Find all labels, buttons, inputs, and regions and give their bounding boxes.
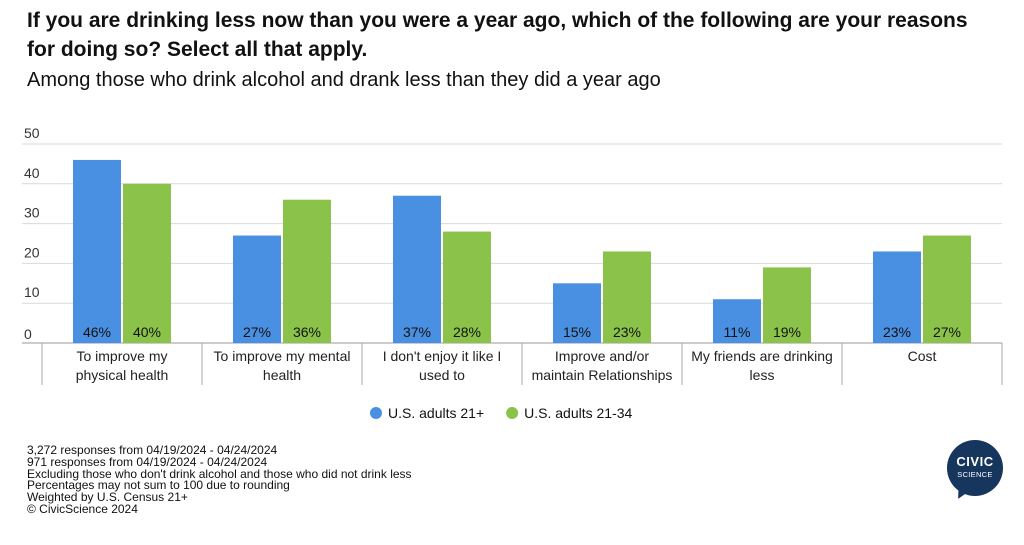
- y-tick-label: 30: [24, 205, 40, 221]
- legend-label: U.S. adults 21+: [388, 405, 484, 421]
- x-tick-label: physical health: [76, 367, 169, 383]
- legend-marker: [506, 407, 519, 419]
- data-label: 11%: [724, 324, 751, 340]
- x-tick-label: less: [750, 367, 775, 383]
- data-label: 15%: [563, 324, 591, 340]
- x-tick-label: To improve my: [76, 348, 167, 364]
- data-label: 23%: [613, 324, 641, 340]
- chart-subtitle: Among those who drink alcohol and drank …: [27, 69, 661, 91]
- x-tick-label: health: [263, 367, 301, 383]
- data-label: 23%: [883, 324, 911, 340]
- logo-text-science: SCIENCE: [957, 470, 993, 479]
- footnotes: 3,272 responses from 04/19/2024 - 04/24/…: [27, 443, 412, 516]
- y-tick-label: 20: [24, 244, 40, 260]
- bar-chart: 0 10 20 30 40 50 46% 40% To improve my physical h…: [22, 125, 1003, 421]
- data-label: 19%: [773, 324, 801, 340]
- x-tick-label: maintain Relationships: [532, 367, 673, 383]
- x-tick-label: Cost: [908, 348, 937, 364]
- data-label: 27%: [243, 324, 271, 340]
- data-label: 40%: [133, 324, 161, 340]
- civicscience-logo: CIVIC SCIENCE: [947, 440, 1003, 503]
- bar: [283, 199, 331, 343]
- footnote-line: 971 responses from 04/19/2024 - 04/24/20…: [27, 454, 268, 469]
- x-tick-label: My friends are drinking: [691, 348, 833, 364]
- bar: [443, 231, 491, 343]
- y-tick-label: 50: [24, 125, 40, 141]
- bar: [923, 235, 971, 343]
- bar: [233, 235, 281, 343]
- bar: [763, 267, 811, 343]
- footnote-line: Excluding those who don't drink alcohol …: [27, 466, 412, 481]
- x-tick-label: I don't enjoy it like I: [383, 348, 502, 364]
- bar: [393, 195, 441, 343]
- footnote-line: Percentages may not sum to 100 due to ro…: [27, 478, 290, 493]
- bar: [603, 251, 651, 343]
- data-label: 37%: [403, 324, 431, 340]
- bar: [73, 159, 121, 343]
- bar: [713, 299, 761, 343]
- x-tick-label: used to: [419, 367, 465, 383]
- footnote-line: 3,272 responses from 04/19/2024 - 04/24/…: [27, 443, 278, 457]
- chart-title: If you are drinking less now than you we…: [27, 9, 968, 61]
- y-tick-label: 10: [24, 284, 40, 300]
- logo-text-civic: CIVIC: [956, 454, 994, 469]
- data-label: 28%: [453, 324, 481, 340]
- footnote-line: Weighted by U.S. Census 21+: [27, 490, 188, 505]
- bar: [123, 183, 171, 343]
- legend-marker: [370, 407, 382, 419]
- data-label: 36%: [293, 324, 321, 340]
- footnote-line: © CivicScience 2024: [27, 501, 138, 516]
- y-tick-label: 0: [24, 326, 32, 342]
- data-label: 46%: [83, 324, 111, 340]
- bar: [873, 251, 921, 343]
- x-tick-label: To improve my mental: [214, 348, 351, 364]
- y-tick-label: 40: [24, 165, 40, 181]
- legend-label: U.S. adults 21-34: [524, 405, 632, 421]
- x-tick-label: Improve and/or: [555, 348, 649, 364]
- bar: [553, 283, 601, 343]
- data-label: 27%: [933, 324, 961, 340]
- logo-speech-tail: [952, 483, 972, 503]
